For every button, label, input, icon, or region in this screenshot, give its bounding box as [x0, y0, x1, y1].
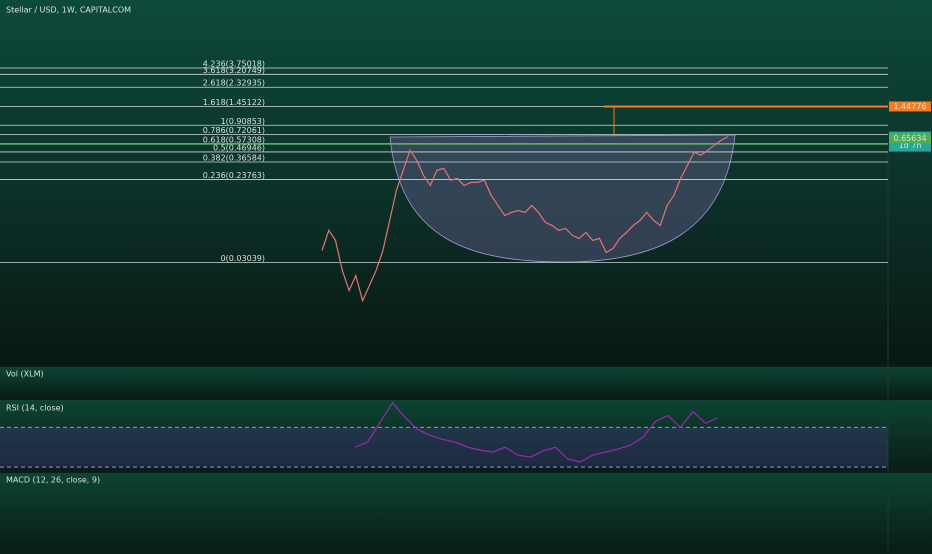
rsi-pane: [0, 400, 932, 471]
price-tag-label: 0.65634: [893, 134, 926, 143]
cup-pattern: [389, 134, 736, 263]
fib-label: 0.236(0.23763): [203, 171, 265, 180]
main-pane: [0, 0, 932, 365]
fib-label: 0.618(0.57308): [203, 135, 265, 144]
volume-pane: [0, 367, 932, 398]
countdown: 1d 7h: [899, 141, 922, 150]
fib-label: 2.618(2.32935): [203, 79, 265, 88]
price-tag: [889, 101, 931, 112]
fib-label: 4.236(3.75018): [203, 60, 265, 69]
price-tag-label: 1.44776: [893, 102, 926, 111]
series-line: [354, 401, 719, 463]
rsi-label: RSI (14, close): [6, 404, 64, 413]
fib-label: 0.786(0.72061): [203, 126, 265, 135]
macd-label: MACD (12, 26, close, 9): [6, 476, 100, 485]
fib-label: 0.382(0.36584): [203, 153, 265, 162]
fib-label: 1(0.90853): [221, 117, 265, 126]
fib-label: 0(0.03039): [221, 254, 265, 263]
fib-label: 0.5(0.46946): [213, 143, 265, 152]
fib-label: 3.618(3.20749): [203, 66, 265, 75]
macd-pane: [0, 473, 932, 550]
fib-label: 1.618(1.45122): [203, 98, 265, 107]
rsi-band: [0, 427, 888, 467]
price-tag: [889, 133, 931, 144]
volume-label: Vol (XLM): [6, 370, 44, 379]
symbol-header: Stellar / USD, 1W, CAPITALCOM: [6, 6, 131, 15]
series-line: [321, 136, 729, 303]
